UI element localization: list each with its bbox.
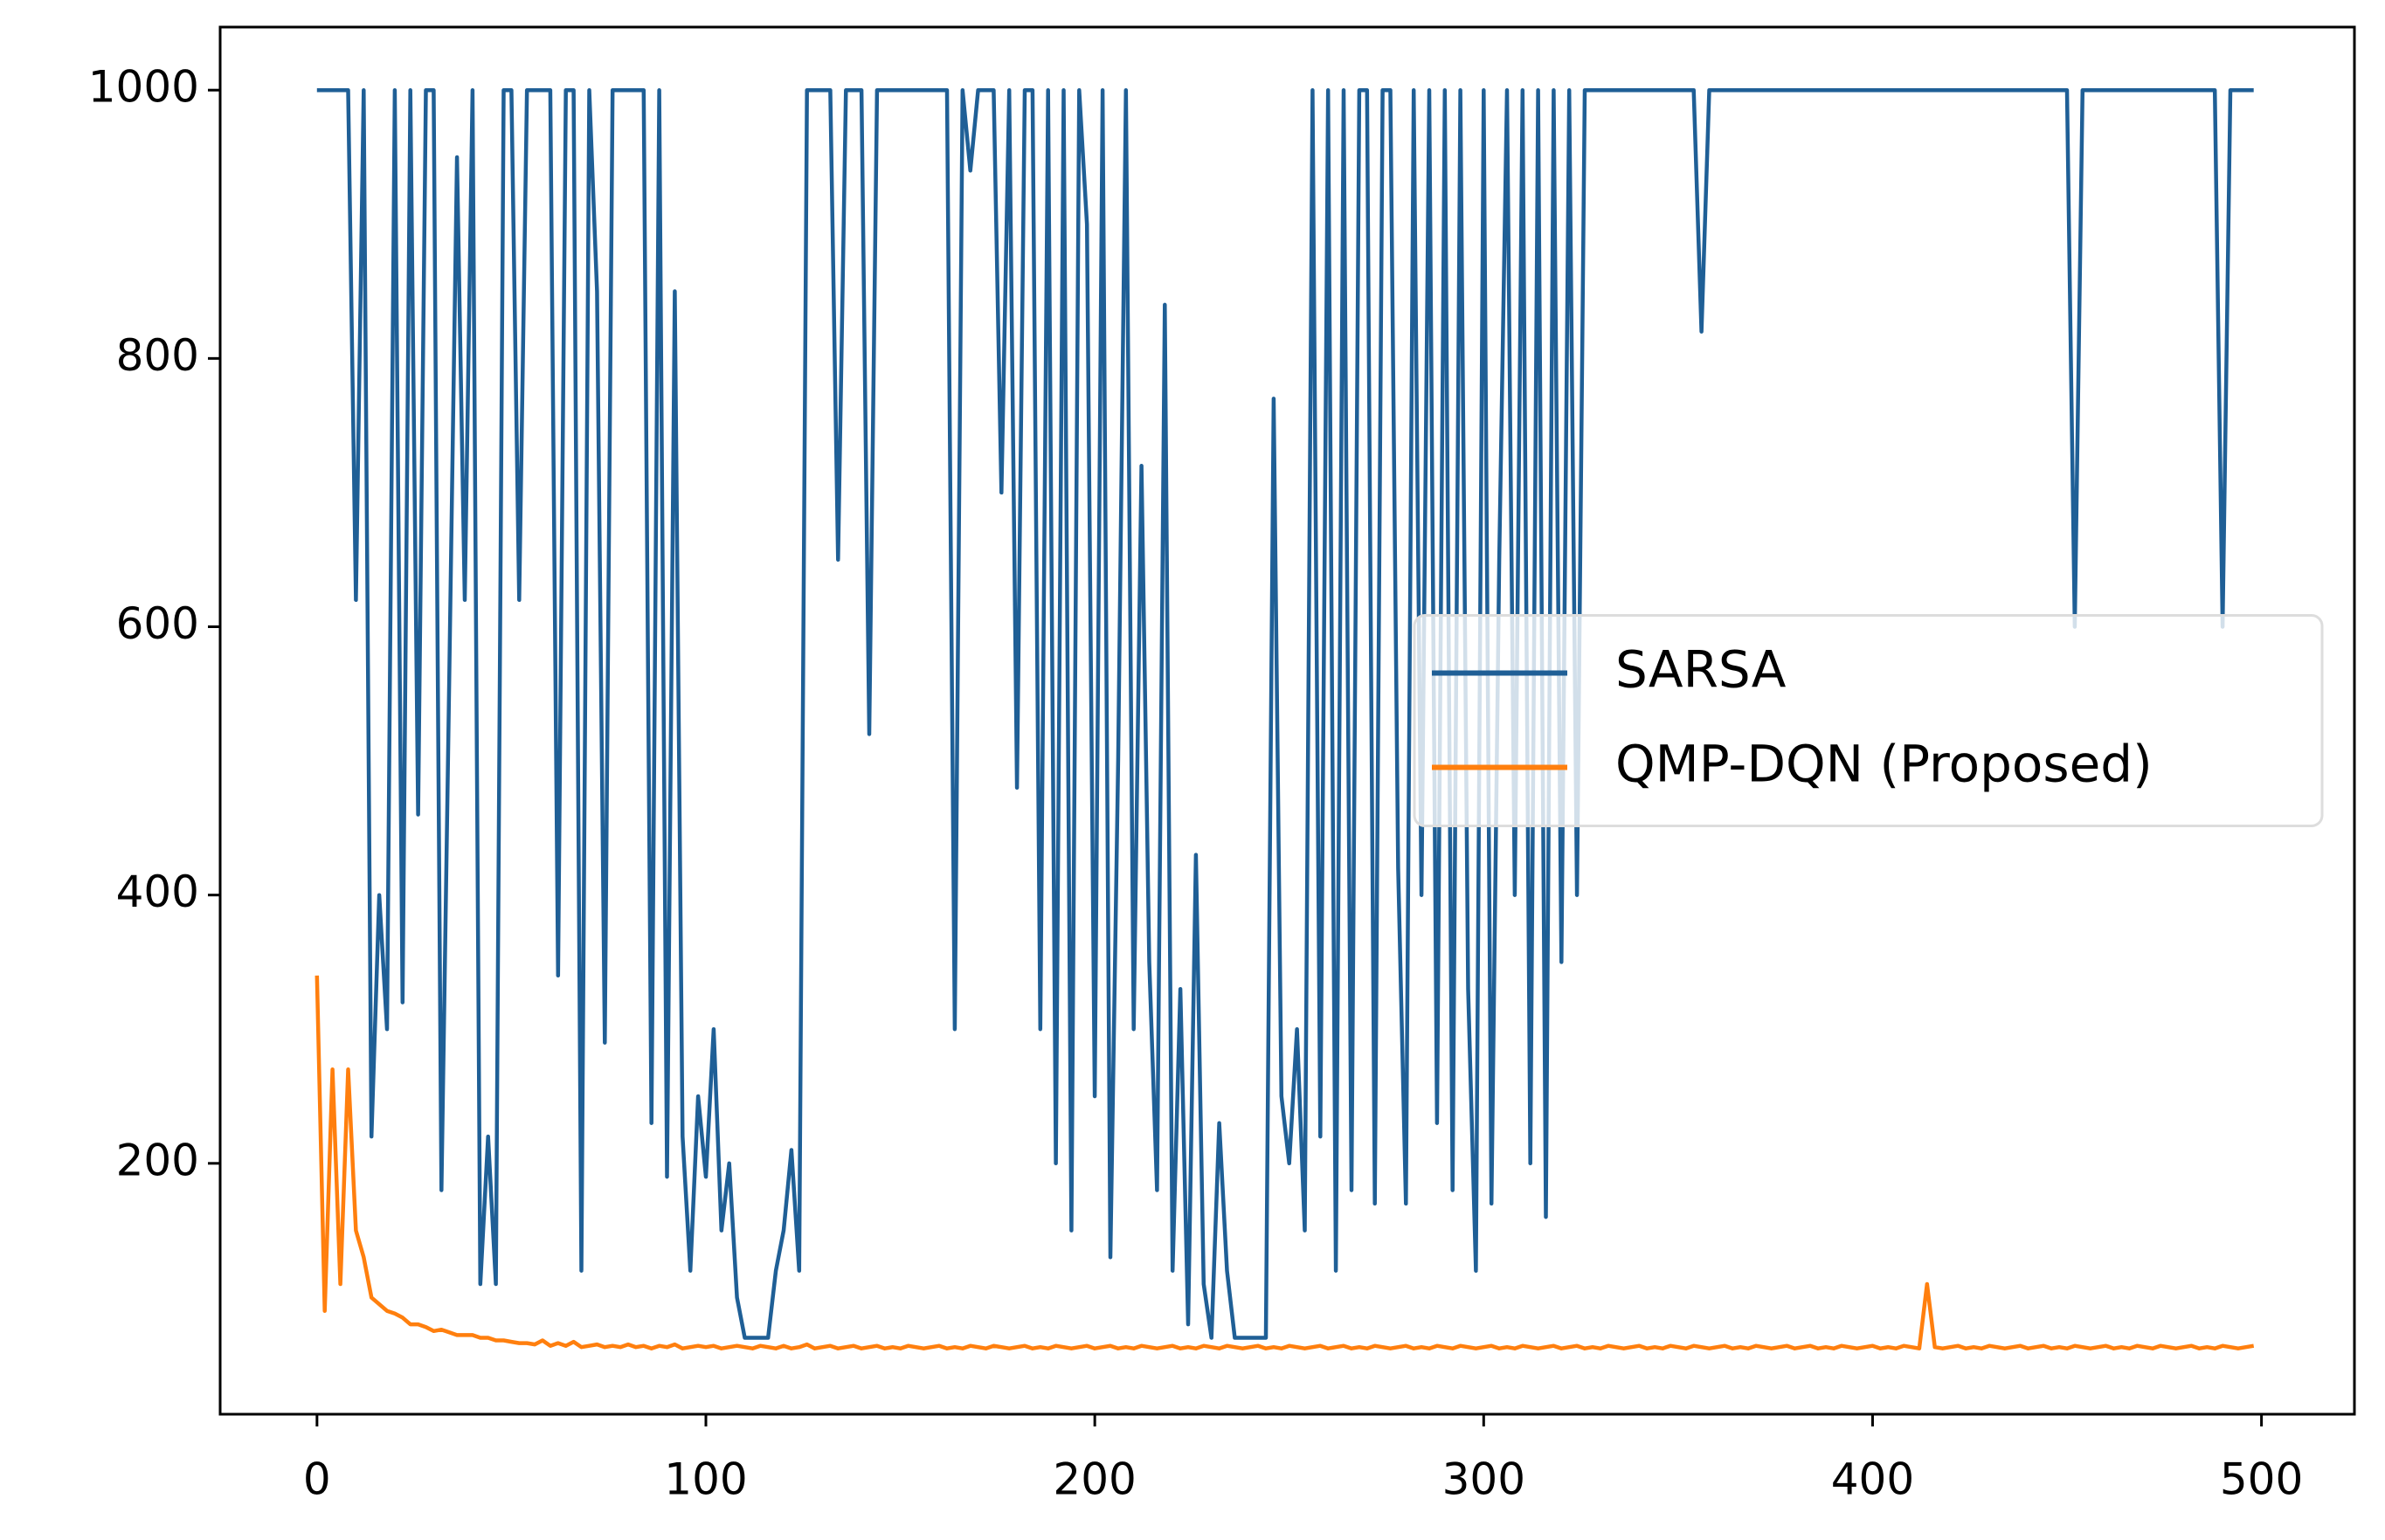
y-tick-label: 400 bbox=[116, 867, 199, 917]
series-line bbox=[315, 975, 2255, 1350]
x-tick-label: 0 bbox=[303, 1454, 331, 1505]
plot-frame bbox=[218, 25, 2356, 1416]
x-tick-label: 500 bbox=[2220, 1454, 2303, 1505]
legend-label: SARSA bbox=[1615, 640, 1787, 700]
legend-label: QMP-DQN (Proposed) bbox=[1615, 735, 2153, 794]
x-tick-label: 400 bbox=[1831, 1454, 1914, 1505]
x-tick-label: 100 bbox=[664, 1454, 747, 1505]
x-tick-label: 200 bbox=[1053, 1454, 1136, 1505]
x-tick-label: 300 bbox=[1442, 1454, 1525, 1505]
legend-box bbox=[1413, 614, 2324, 827]
legend: SARSA QMP-DQN (Proposed) bbox=[1413, 614, 2324, 827]
y-tick-label: 800 bbox=[116, 330, 199, 381]
y-tick-label: 200 bbox=[116, 1135, 199, 1185]
y-tick-label: 1000 bbox=[88, 62, 199, 113]
y-tick-label: 600 bbox=[116, 598, 199, 649]
series-line bbox=[316, 87, 2254, 1340]
